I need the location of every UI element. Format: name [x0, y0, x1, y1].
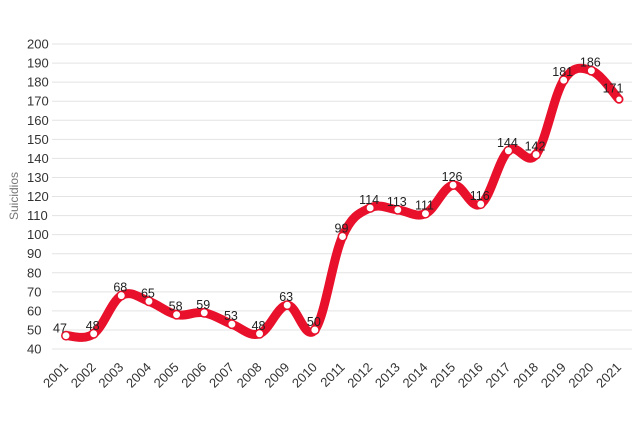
y-tick-label: 40: [27, 342, 41, 357]
data-label: 181: [552, 65, 573, 79]
data-label: 68: [113, 281, 127, 295]
x-tick-label: 2002: [68, 360, 99, 391]
y-tick-label: 120: [27, 189, 49, 204]
y-tick-label: 100: [27, 227, 49, 242]
y-tick-label: 70: [27, 284, 41, 299]
data-label: 58: [169, 300, 183, 314]
x-tick-label: 2007: [206, 360, 237, 391]
data-label: 144: [497, 136, 518, 150]
y-tick-label: 90: [27, 246, 41, 261]
data-label: 171: [603, 81, 624, 95]
x-tick-label: 2016: [455, 360, 486, 391]
data-point: [254, 328, 265, 339]
y-tick-label: 190: [27, 56, 49, 71]
data-label: 63: [279, 290, 293, 304]
data-label: 126: [442, 170, 463, 184]
data-label: 116: [470, 189, 490, 203]
x-axis-ticks: 2001200220032004200520062007200820092010…: [40, 360, 624, 391]
y-tick-label: 80: [27, 265, 41, 280]
data-point: [171, 309, 182, 320]
y-axis-label: Suicidios: [7, 172, 21, 220]
x-tick-label: 2019: [538, 360, 569, 391]
data-point: [558, 75, 569, 86]
x-tick-label: 2001: [40, 360, 71, 391]
x-tick-label: 2012: [344, 360, 375, 391]
data-label: 47: [53, 322, 67, 336]
x-tick-label: 2011: [317, 360, 347, 390]
y-tick-label: 150: [27, 132, 49, 147]
data-point: [392, 204, 403, 215]
y-tick-label: 60: [27, 303, 41, 318]
data-label: 65: [141, 286, 155, 300]
data-point: [365, 202, 376, 213]
data-point: [475, 199, 486, 210]
data-label: 48: [252, 319, 266, 333]
data-label: 50: [307, 315, 321, 329]
data-point: [144, 296, 154, 307]
data-point: [199, 307, 210, 318]
data-label: 59: [196, 298, 210, 312]
x-tick-label: 2008: [234, 360, 265, 391]
grid: [52, 43, 632, 350]
x-tick-label: 2018: [510, 360, 541, 391]
y-tick-label: 130: [27, 170, 49, 185]
x-tick-label: 2004: [123, 360, 154, 391]
x-tick-label: 2003: [95, 360, 126, 391]
x-tick-label: 2017: [482, 360, 513, 391]
data-labels: 47 48 68 65 58 59 53 48 63 50 99 114 113 111 126 116 144…: [53, 56, 623, 336]
data-point: [226, 319, 237, 330]
data-point: [531, 149, 541, 160]
y-axis-ticks: 40 50 60 70 80 90 100 110 120 130 140 150 160 170 180 1…: [27, 37, 49, 357]
data-label: 186: [580, 56, 601, 70]
y-tick-label: 110: [27, 208, 48, 223]
data-point: [448, 180, 459, 191]
data-label: 142: [525, 140, 546, 154]
data-point: [282, 300, 293, 311]
data-label: 48: [86, 319, 100, 333]
data-label: 113: [387, 195, 407, 209]
x-tick-label: 2021: [593, 360, 624, 391]
x-tick-label: 2006: [178, 360, 209, 391]
y-tick-label: 170: [27, 94, 49, 109]
data-point: [116, 290, 127, 301]
x-tick-label: 2013: [372, 360, 403, 391]
data-label: 114: [359, 193, 379, 207]
data-point: [420, 208, 431, 219]
data-label: 53: [224, 309, 238, 323]
data-point: [503, 145, 514, 156]
data-point: [88, 328, 99, 339]
data-label: 99: [335, 222, 349, 236]
y-tick-label: 140: [27, 151, 49, 166]
data-label: 111: [415, 199, 434, 213]
x-tick-label: 2009: [261, 360, 292, 391]
y-tick-label: 160: [27, 113, 49, 128]
x-tick-label: 2005: [151, 360, 182, 391]
y-tick-label: 180: [27, 75, 49, 90]
data-point: [61, 330, 71, 341]
y-tick-label: 50: [27, 322, 41, 337]
data-point: [337, 231, 348, 242]
x-tick-label: 2015: [427, 360, 458, 391]
data-points: [61, 65, 624, 341]
y-tick-label: 200: [27, 37, 49, 52]
x-tick-label: 2010: [289, 360, 320, 391]
x-tick-label: 2014: [400, 360, 431, 391]
x-tick-label: 2020: [565, 360, 596, 391]
data-point: [586, 65, 597, 76]
data-point: [309, 324, 320, 335]
data-point: [614, 95, 624, 104]
